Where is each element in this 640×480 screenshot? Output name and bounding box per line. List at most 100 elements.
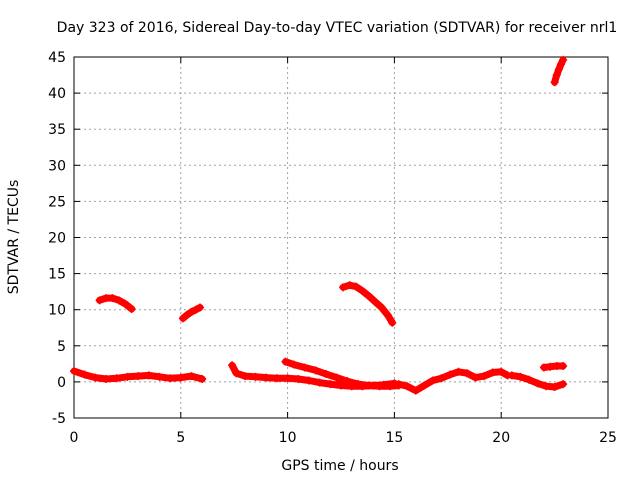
data-point [290,360,299,369]
data-point [304,376,313,385]
data-point [262,373,271,382]
data-point [388,318,397,327]
data-point [114,296,123,305]
data-point [533,379,542,388]
data-point [480,372,489,381]
data-point [326,380,335,389]
data-point [377,303,386,312]
data-point [300,363,309,372]
series-track-9 [507,371,568,391]
data-point [187,372,196,381]
data-point [383,311,392,320]
data-point [364,381,373,390]
data-point [322,369,331,378]
data-point [497,367,506,376]
data-point [559,380,568,389]
data-point [437,374,446,383]
x-tick-label: 10 [279,430,297,446]
data-point [70,367,78,376]
data-point [552,71,561,80]
data-point [198,375,207,384]
x-tick-label: 25 [599,430,617,446]
data-point [80,370,89,379]
data-point [183,310,192,319]
data-point [559,362,568,371]
x-tick-label: 20 [492,430,510,446]
data-point [102,375,111,384]
data-point [420,381,429,390]
data-point [411,386,420,395]
series-track-7 [281,357,403,391]
y-tick-label: 15 [48,267,66,283]
y-tick-label: 10 [48,303,66,319]
data-point [550,382,559,391]
data-point [550,78,559,87]
data-point [445,370,454,379]
data-point [178,314,187,323]
data-point [454,367,463,376]
y-tick-label: 25 [48,194,66,210]
data-point [557,60,566,69]
x-tick-label: 15 [385,430,403,446]
data-point [428,376,437,385]
data-point [554,65,563,74]
data-point [95,296,104,305]
data-point [332,373,341,382]
data-point [176,373,185,382]
x-tick-label: 0 [70,430,79,446]
data-point [187,307,196,316]
y-tick-label: 30 [48,158,66,174]
data-point [354,380,363,389]
data-point [144,371,153,380]
data-point [155,372,164,381]
data-point [339,283,348,292]
data-point [283,374,292,383]
y-tick-label: 35 [48,122,66,138]
data-point [281,357,290,366]
data-point [311,366,320,375]
data-point [240,372,249,381]
data-point [375,382,384,391]
data-point [232,369,241,378]
y-tick-label: 5 [57,339,66,355]
series-track-10 [539,362,568,372]
data-point [345,281,354,290]
data-point [371,297,380,306]
data-point [108,294,117,303]
data-point [516,372,525,381]
data-point [228,361,237,370]
data-point [294,375,303,384]
data-point [394,380,403,389]
series-track-1 [95,294,136,313]
data-point [315,378,324,387]
y-tick-label: 20 [48,231,66,247]
data-point [127,304,136,313]
data-point [112,374,121,383]
data-point [386,382,395,391]
y-tick-label: -5 [52,411,66,427]
data-point [403,382,412,391]
series-track-4 [550,55,568,87]
data-point [463,369,472,378]
data-point [364,291,373,300]
y-tick-label: 0 [57,375,66,391]
data-point [524,375,533,384]
y-axis-label: SDTVAR / TECUs [6,180,22,295]
data-point [507,371,516,380]
data-point [559,55,568,64]
data-point [251,372,260,381]
series-track-8 [394,367,512,395]
data-point [542,382,551,391]
y-tick-label: 40 [48,86,66,102]
data-point [343,377,352,386]
data-point [191,305,200,314]
data-series [70,55,568,395]
data-point [121,299,130,308]
chart-title: Day 323 of 2016, Sidereal Day-to-day VTE… [57,20,618,36]
y-tick-label: 45 [48,50,66,66]
data-point [196,303,205,312]
data-point [471,373,480,382]
